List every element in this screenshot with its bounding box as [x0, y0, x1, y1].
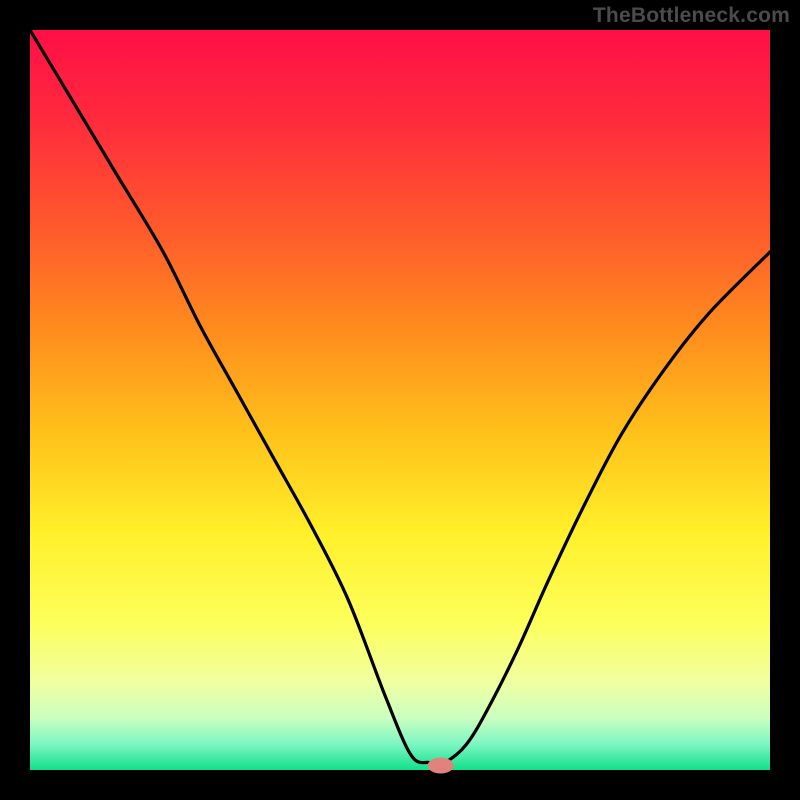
optimal-point-marker — [428, 758, 453, 773]
bottleneck-curve-chart — [0, 0, 800, 800]
watermark-text: TheBottleneck.com — [593, 4, 790, 28]
chart-background-gradient — [30, 30, 770, 770]
